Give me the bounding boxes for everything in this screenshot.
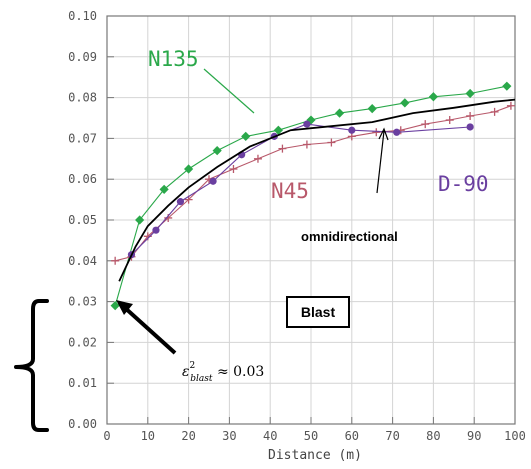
point-n135 <box>135 215 145 225</box>
x-tick-label: 40 <box>263 429 277 443</box>
x-axis-label: Distance (m) <box>268 448 362 463</box>
epsilon-approx-value: ≈ 0.03 <box>213 364 265 380</box>
series-layer <box>110 81 516 311</box>
point-n135 <box>502 81 512 91</box>
point-n45 <box>111 256 120 265</box>
blast-box <box>286 296 350 328</box>
point-n45 <box>327 138 336 147</box>
point-n45 <box>421 120 430 129</box>
epsilon-subscript: blast <box>190 374 213 384</box>
y-axis-ticks: 0.00 0.01 0.02 0.03 0.04 0.05 0.06 0.07 0.08 0.09… <box>68 9 114 431</box>
point-d-90 <box>303 120 311 128</box>
y-tick-label: 0.09 <box>68 50 97 64</box>
y-tick-label: 0.01 <box>68 376 97 390</box>
point-n45 <box>506 101 515 110</box>
point-n135 <box>465 88 475 99</box>
point-n135 <box>241 131 251 141</box>
curly-brace <box>14 299 49 432</box>
point-n45 <box>466 111 475 120</box>
y-tick-label: 0.00 <box>68 417 97 431</box>
y-tick-label: 0.04 <box>68 254 97 268</box>
n45-label: N45 <box>271 179 309 203</box>
y-tick-label: 0.02 <box>68 335 97 349</box>
point-n135 <box>400 98 410 108</box>
x-tick-label: 80 <box>426 429 440 443</box>
point-d-90 <box>348 126 356 134</box>
d90-label: D-90 <box>438 172 489 196</box>
n135-label: N135 <box>148 47 199 71</box>
point-d-90 <box>393 128 401 136</box>
series-line-d-90 <box>131 123 471 256</box>
y-tick-label: 0.05 <box>68 213 97 227</box>
series-line-n135 <box>114 85 507 306</box>
point-n135 <box>273 125 283 135</box>
point-n135 <box>159 184 169 194</box>
point-n135 <box>334 108 345 118</box>
series-n135 <box>110 81 512 311</box>
x-tick-label: 70 <box>385 429 399 443</box>
point-n45 <box>253 154 262 163</box>
y-tick-label: 0.10 <box>68 9 97 23</box>
point-n45 <box>490 107 499 116</box>
x-tick-label: 90 <box>467 429 481 443</box>
point-d-90 <box>209 177 217 185</box>
x-tick-label: 0 <box>103 429 110 443</box>
point-n135 <box>184 164 194 174</box>
x-tick-label: 10 <box>141 429 155 443</box>
y-tick-label: 0.08 <box>68 91 97 105</box>
point-n45 <box>302 140 311 149</box>
point-d-90 <box>152 226 160 234</box>
x-tick-label: 30 <box>222 429 236 443</box>
blast-strain-formula: ε2 blast ≈ 0.03 <box>182 361 264 384</box>
epsilon-superscript: 2 <box>190 361 196 371</box>
x-axis-ticks: 0 10 20 30 40 50 60 70 80 90 100 <box>103 417 526 443</box>
blast-strain-arrow-head <box>116 300 133 315</box>
y-tick-label: 0.06 <box>68 172 97 186</box>
point-n45 <box>372 128 381 137</box>
x-tick-label: 100 <box>504 429 526 443</box>
y-tick-label: 0.03 <box>68 295 97 309</box>
x-tick-label: 60 <box>345 429 359 443</box>
point-d-90 <box>176 198 185 206</box>
blast-label: Blast <box>301 304 336 320</box>
epsilon-symbol: ε <box>182 364 190 380</box>
omnidirectional-pointer-line <box>376 130 385 194</box>
point-n135 <box>367 104 377 114</box>
omnidirectional-pointer-head <box>378 127 389 141</box>
point-n135 <box>212 146 222 156</box>
point-n135 <box>110 301 120 311</box>
n135-pointer-line <box>203 68 255 114</box>
omnidirectional-label: omnidirectional <box>301 229 398 244</box>
x-tick-label: 50 <box>304 429 318 443</box>
point-n45 <box>229 165 238 173</box>
point-n45 <box>445 116 454 125</box>
point-n45 <box>278 144 287 153</box>
y-tick-label: 0.07 <box>68 131 97 145</box>
series-d-90 <box>127 120 474 259</box>
x-tick-label: 20 <box>181 429 195 443</box>
series-omnidirectional <box>118 98 516 282</box>
blast-strain-arrow-line <box>122 305 177 355</box>
series-line-omnidirectional <box>118 98 516 282</box>
point-n135 <box>428 92 438 102</box>
point-d-90 <box>466 123 474 131</box>
